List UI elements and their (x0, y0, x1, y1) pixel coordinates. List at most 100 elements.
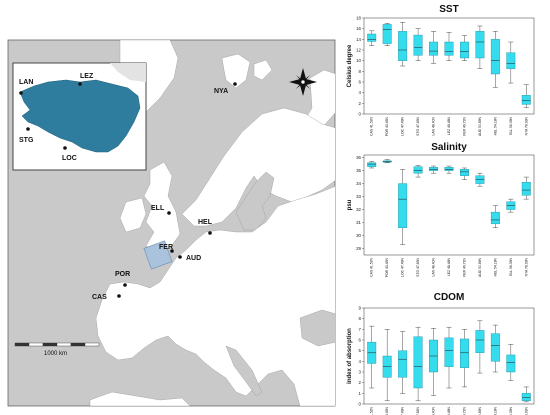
cdom-category-label: LAN 48.40N (432, 406, 436, 415)
cdom-category-label: STG 47.82N (416, 406, 420, 415)
salinity-category-label: CAS 41.52N (370, 257, 374, 276)
cdom-y-tick-label: 7 (359, 327, 362, 332)
cdom-box-lez (444, 327, 454, 389)
cdom-y-tick-label: 5 (359, 348, 362, 353)
salinity-category-label: FER 49.72N (462, 257, 466, 276)
sst-title: SST (439, 4, 458, 15)
scale-bar: 1000 km (14, 342, 100, 357)
sst-box-hel (490, 31, 500, 88)
salinity-y-tick-label: 31 (356, 220, 361, 225)
sst-category-label: FER 49.72N (462, 116, 466, 135)
ireland-land (119, 197, 147, 233)
site-label: LAN (19, 79, 33, 86)
cdom-y-axis-label: index of absorption (347, 328, 353, 384)
salinity-box-por (382, 159, 392, 163)
site-hel: HEL (198, 219, 213, 235)
cdom-box-ell (506, 344, 516, 381)
cdom-box-cas (367, 325, 377, 389)
cdom-category-label: POR 43.45N (385, 406, 389, 415)
svalbard-land-east (253, 59, 273, 81)
cdom-box-stg (413, 327, 423, 401)
salinity-box-lan (429, 165, 438, 174)
sst-category-label: CAS 41.52N (370, 116, 374, 135)
cdom-box-por (382, 329, 392, 401)
sst-category-label: LOC 47.49N (401, 116, 405, 135)
site-por: POR (115, 271, 130, 287)
cdom-y-tick-label: 3 (359, 370, 362, 375)
sst-y-tick-label: 2 (359, 101, 362, 106)
cdom-y-tick-label: 1 (359, 391, 362, 396)
cdom-category-label: HEL 54.18N (493, 406, 497, 415)
site-aud: AUD (178, 255, 201, 262)
baltic-sea (235, 171, 275, 231)
salinity-box-lez (444, 165, 454, 174)
north-africa-land (89, 391, 191, 406)
site-label: FER (159, 244, 173, 251)
sst-box-ell (506, 41, 516, 84)
sst-y-tick-label: 8 (359, 69, 362, 74)
cdom-box-nya (521, 386, 531, 403)
sst-box-aud (475, 25, 485, 69)
cdom-title: CDOM (434, 292, 465, 303)
site-label: NYA (214, 88, 228, 95)
sst-category-label: POR 43.45N (385, 116, 389, 136)
cdom-category-label: NYA 78.93N (524, 406, 528, 415)
cdom-box-lan (429, 328, 438, 396)
salinity-box-aud (475, 172, 485, 187)
inset-site-loc: LOC (62, 146, 77, 162)
cdom-box-hel (490, 324, 500, 373)
salinity-y-tick-label: 36 (356, 155, 361, 160)
sst-category-label: LAN 48.40N (432, 116, 436, 135)
site-label: LEZ (80, 73, 94, 80)
sst-box-lan (429, 31, 438, 64)
cdom-category-label: ELL 56.39N (509, 406, 513, 415)
cdom-y-tick-label: 8 (359, 316, 362, 321)
site-label: CAS (92, 294, 107, 301)
cdom-category-label: LEZ 48.48N (447, 406, 451, 415)
inset-site-stg: STG (19, 127, 34, 144)
salinity-y-tick-label: 29 (356, 246, 361, 251)
salinity-y-tick-label: 33 (356, 194, 361, 199)
sst-y-tick-label: 16 (356, 26, 361, 31)
salinity-category-label: ELL 56.39N (509, 257, 513, 275)
salinity-y-axis-label: psu (347, 199, 353, 210)
site-fer: FER (159, 244, 174, 253)
sst-y-tick-label: 0 (359, 112, 362, 117)
brittany-land (19, 79, 141, 153)
salinity-box-fer (460, 167, 469, 180)
adriatic-sea (225, 345, 263, 397)
site-cas: CAS (92, 294, 121, 301)
site-label: LOC (62, 155, 77, 162)
sst-box-loc (398, 22, 408, 67)
sst-y-tick-label: 12 (356, 48, 361, 53)
cdom-chart: CDOM index of absorption 0 1 2 3 4 5 6 7 8 9 CAS 41.… (347, 292, 535, 415)
sst-y-tick-label: 18 (356, 16, 361, 21)
sst-chart: SST Celsius degree 0 2 4 6 8 10 12 14 16 18 CAS 41.5… (347, 4, 535, 136)
salinity-y-tick-label: 35 (356, 168, 361, 173)
site-label: STG (19, 137, 34, 144)
scale-label: 1000 km (44, 351, 67, 357)
cdom-box-loc (398, 331, 408, 394)
sst-box-fer (460, 35, 469, 61)
sst-box-nya (521, 84, 531, 108)
salinity-box-stg (413, 165, 423, 178)
site-label: HEL (198, 219, 213, 226)
sst-y-tick-label: 14 (356, 37, 361, 42)
cdom-y-tick-label: 2 (359, 380, 362, 385)
sst-box-lez (444, 32, 454, 61)
salinity-chart: Salinity psu 29 30 31 32 33 34 35 36 CAS 41.52N POR… (347, 142, 535, 277)
cdom-box-fer (460, 329, 469, 388)
cdom-category-label: AUD 50.89N (478, 406, 482, 415)
sst-category-label: ELL 56.39N (509, 116, 513, 134)
salinity-y-tick-label: 30 (356, 233, 361, 238)
cdom-category-label: CAS 41.52N (370, 406, 374, 415)
sst-category-label: HEL 54.18N (493, 116, 497, 135)
site-label: POR (115, 271, 130, 278)
sst-category-label: STG 47.83N (416, 116, 420, 135)
sst-y-tick-label: 10 (356, 58, 361, 63)
inset-sea-corner (110, 63, 146, 82)
study-area-box (143, 240, 173, 270)
salinity-box-ell (506, 198, 516, 213)
salinity-category-label: LEZ 48.48N (447, 257, 451, 276)
salinity-category-label: NYA 78.93N (524, 257, 528, 276)
